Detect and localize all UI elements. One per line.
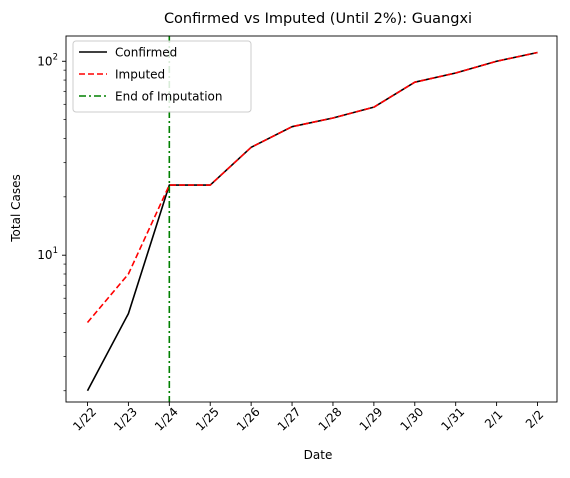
legend-frame bbox=[72, 40, 252, 113]
legend-label: Confirmed bbox=[115, 46, 177, 60]
chart-title: Confirmed vs Imputed (Until 2%): Guangxi bbox=[164, 11, 472, 27]
y-axis-label: Total Cases bbox=[9, 174, 23, 242]
legend: Confirmed Imputed End of Imputation bbox=[72, 40, 252, 113]
y-tick-label: 101 bbox=[37, 246, 58, 262]
legend-label: End of Imputation bbox=[115, 90, 223, 104]
x-tick-label: 2/1 bbox=[482, 407, 506, 431]
x-tick-label: 1/28 bbox=[316, 405, 345, 434]
legend-label: Imputed bbox=[115, 68, 165, 82]
x-tick-label: 1/25 bbox=[193, 405, 222, 434]
series-line-imputed bbox=[86, 51, 538, 323]
x-tick-label: 1/22 bbox=[70, 405, 99, 434]
x-tick-label: 1/30 bbox=[397, 405, 426, 434]
x-tick-label: 1/27 bbox=[275, 405, 304, 434]
x-axis-label: Date bbox=[304, 448, 333, 462]
x-tick-label: 1/23 bbox=[111, 405, 140, 434]
x-tick-label: 1/31 bbox=[438, 405, 467, 434]
x-tick-label: 1/29 bbox=[357, 405, 386, 434]
x-tick-label: 1/26 bbox=[234, 405, 263, 434]
x-tick-label: 2/2 bbox=[523, 407, 547, 431]
axes-frame bbox=[65, 35, 558, 403]
x-tick-label: 1/24 bbox=[152, 405, 181, 434]
y-tick-label: 102 bbox=[37, 52, 58, 68]
